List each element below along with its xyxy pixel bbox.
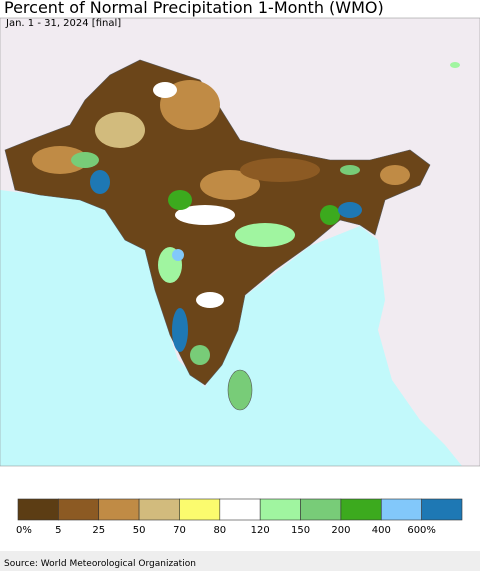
- legend-swatch: [17, 498, 59, 521]
- legend-label: 5: [55, 525, 61, 536]
- legend-label: 70: [173, 525, 186, 536]
- legend-label: 80: [213, 525, 226, 536]
- legend-swatch: [58, 498, 100, 521]
- ocean: [0, 190, 462, 466]
- legend: 0% 5 25 50 70 80 120 150 200 400 600%: [16, 498, 463, 536]
- title: Percent of Normal Precipitation 1-Month …: [4, 0, 384, 17]
- precipitation-patches: [32, 62, 460, 411]
- legend-label: 25: [92, 525, 105, 536]
- legend-swatch: [138, 498, 180, 521]
- legend-label: 150: [291, 525, 310, 536]
- legend-label: 0%: [16, 525, 32, 536]
- legend-label: 400: [372, 525, 391, 536]
- legend-swatch: [179, 498, 221, 521]
- legend-swatch: [380, 498, 422, 521]
- legend-label: 120: [251, 525, 270, 536]
- legend-swatch: [98, 498, 140, 521]
- legend-swatch: [421, 498, 463, 521]
- source-bg: [0, 551, 480, 571]
- legend-swatch: [259, 498, 301, 521]
- legend-label: 600%: [407, 525, 436, 536]
- legend-swatch: [219, 498, 261, 521]
- legend-swatch: [300, 498, 342, 521]
- legend-label: 50: [133, 525, 146, 536]
- subtitle: Jan. 1 - 31, 2024 [final]: [5, 18, 121, 29]
- source: Source: World Meteorological Organizatio…: [4, 559, 196, 569]
- map-frame: [0, 17, 480, 467]
- legend-label: 200: [331, 525, 350, 536]
- legend-swatch: [340, 498, 382, 521]
